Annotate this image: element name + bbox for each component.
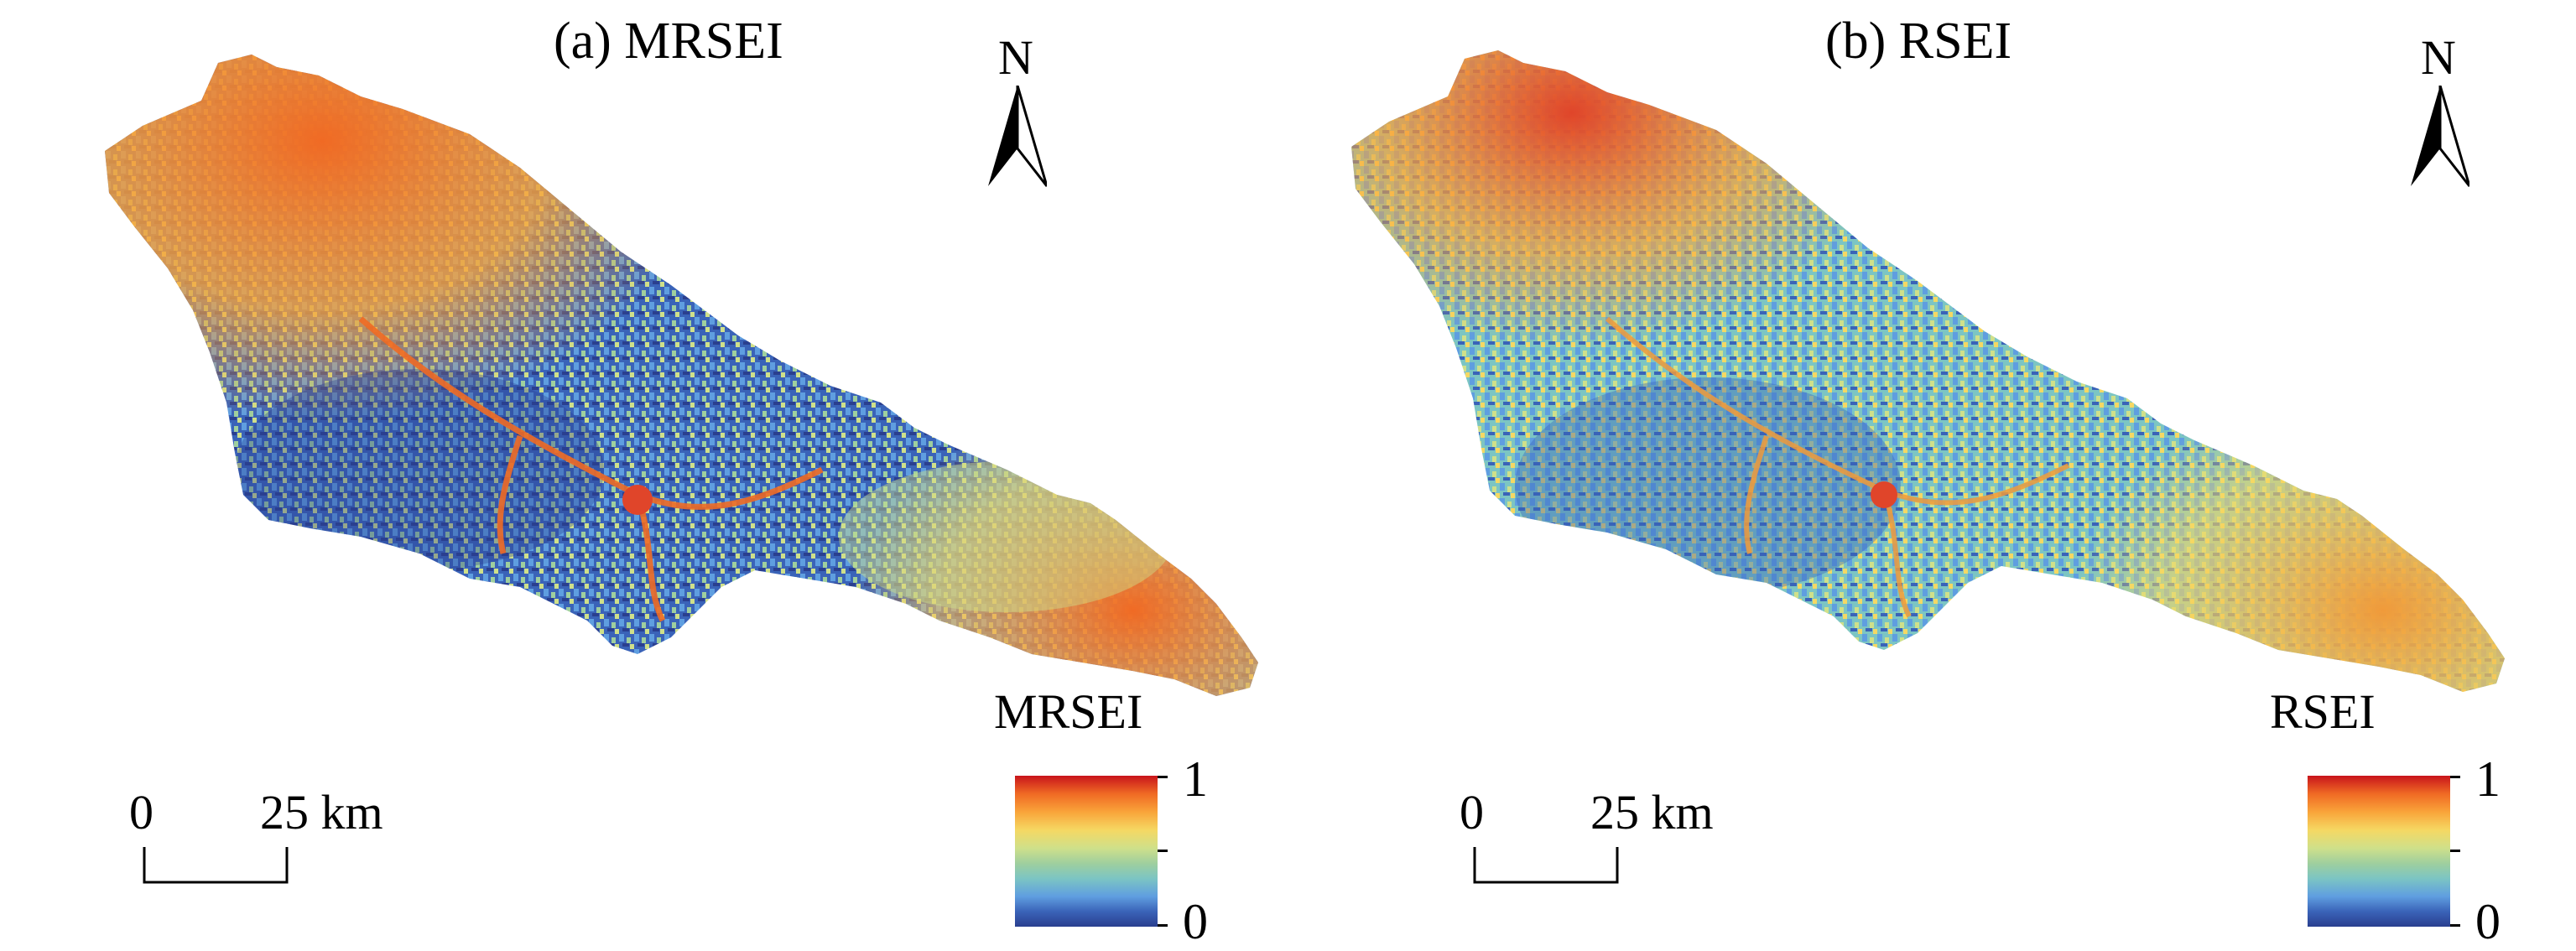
north-arrow: N — [973, 34, 1074, 193]
legend-max-label: 1 — [2475, 751, 2501, 807]
scale-bar-line — [143, 847, 289, 884]
legend-tick — [2450, 924, 2460, 927]
legend-color-bar — [2308, 776, 2450, 927]
north-label: N — [2421, 30, 2456, 85]
scale-bar: 0 25 km — [126, 784, 403, 893]
legend-tick — [1158, 924, 1168, 927]
legend-tick — [1158, 776, 1168, 778]
legend-ticks — [2450, 776, 2462, 927]
legend-tick — [2450, 776, 2460, 778]
legend-max-label: 1 — [1183, 751, 1208, 807]
scale-start-label: 0 — [1460, 785, 1484, 839]
panel-title: (a) MRSEI — [554, 13, 783, 70]
legend-tick — [2450, 850, 2460, 852]
color-legend: MRSEI 1 0 — [977, 683, 1212, 949]
rsei-map — [1351, 50, 2505, 692]
panel-title: (b) RSEI — [1825, 13, 2012, 70]
mrsei-map — [105, 55, 1258, 696]
color-legend: RSEI 1 0 — [2257, 683, 2501, 949]
scale-start-label: 0 — [129, 785, 154, 839]
north-label: N — [998, 30, 1033, 85]
map-panel-mrsei: (a) MRSEI N 0 25 km MRSEI 1 0 — [0, 0, 1288, 949]
north-arrow-icon — [2411, 86, 2469, 187]
north-arrow-icon — [988, 86, 1047, 187]
legend-title: MRSEI — [994, 684, 1143, 739]
map-panel-rsei: (b) RSEI N 0 25 km RSEI 1 0 — [1288, 0, 2576, 949]
legend-ticks — [1158, 776, 1169, 927]
legend-min-label: 0 — [2475, 894, 2501, 949]
legend-min-label: 0 — [1183, 894, 1208, 949]
scale-end-label: 25 km — [260, 785, 383, 839]
legend-color-bar — [1015, 776, 1158, 927]
legend-tick — [1158, 850, 1168, 852]
north-arrow: N — [2396, 34, 2496, 193]
scale-bar-line — [1473, 847, 1619, 884]
scale-end-label: 25 km — [1590, 785, 1714, 839]
scale-bar: 0 25 km — [1456, 784, 1733, 893]
legend-title: RSEI — [2270, 684, 2376, 739]
